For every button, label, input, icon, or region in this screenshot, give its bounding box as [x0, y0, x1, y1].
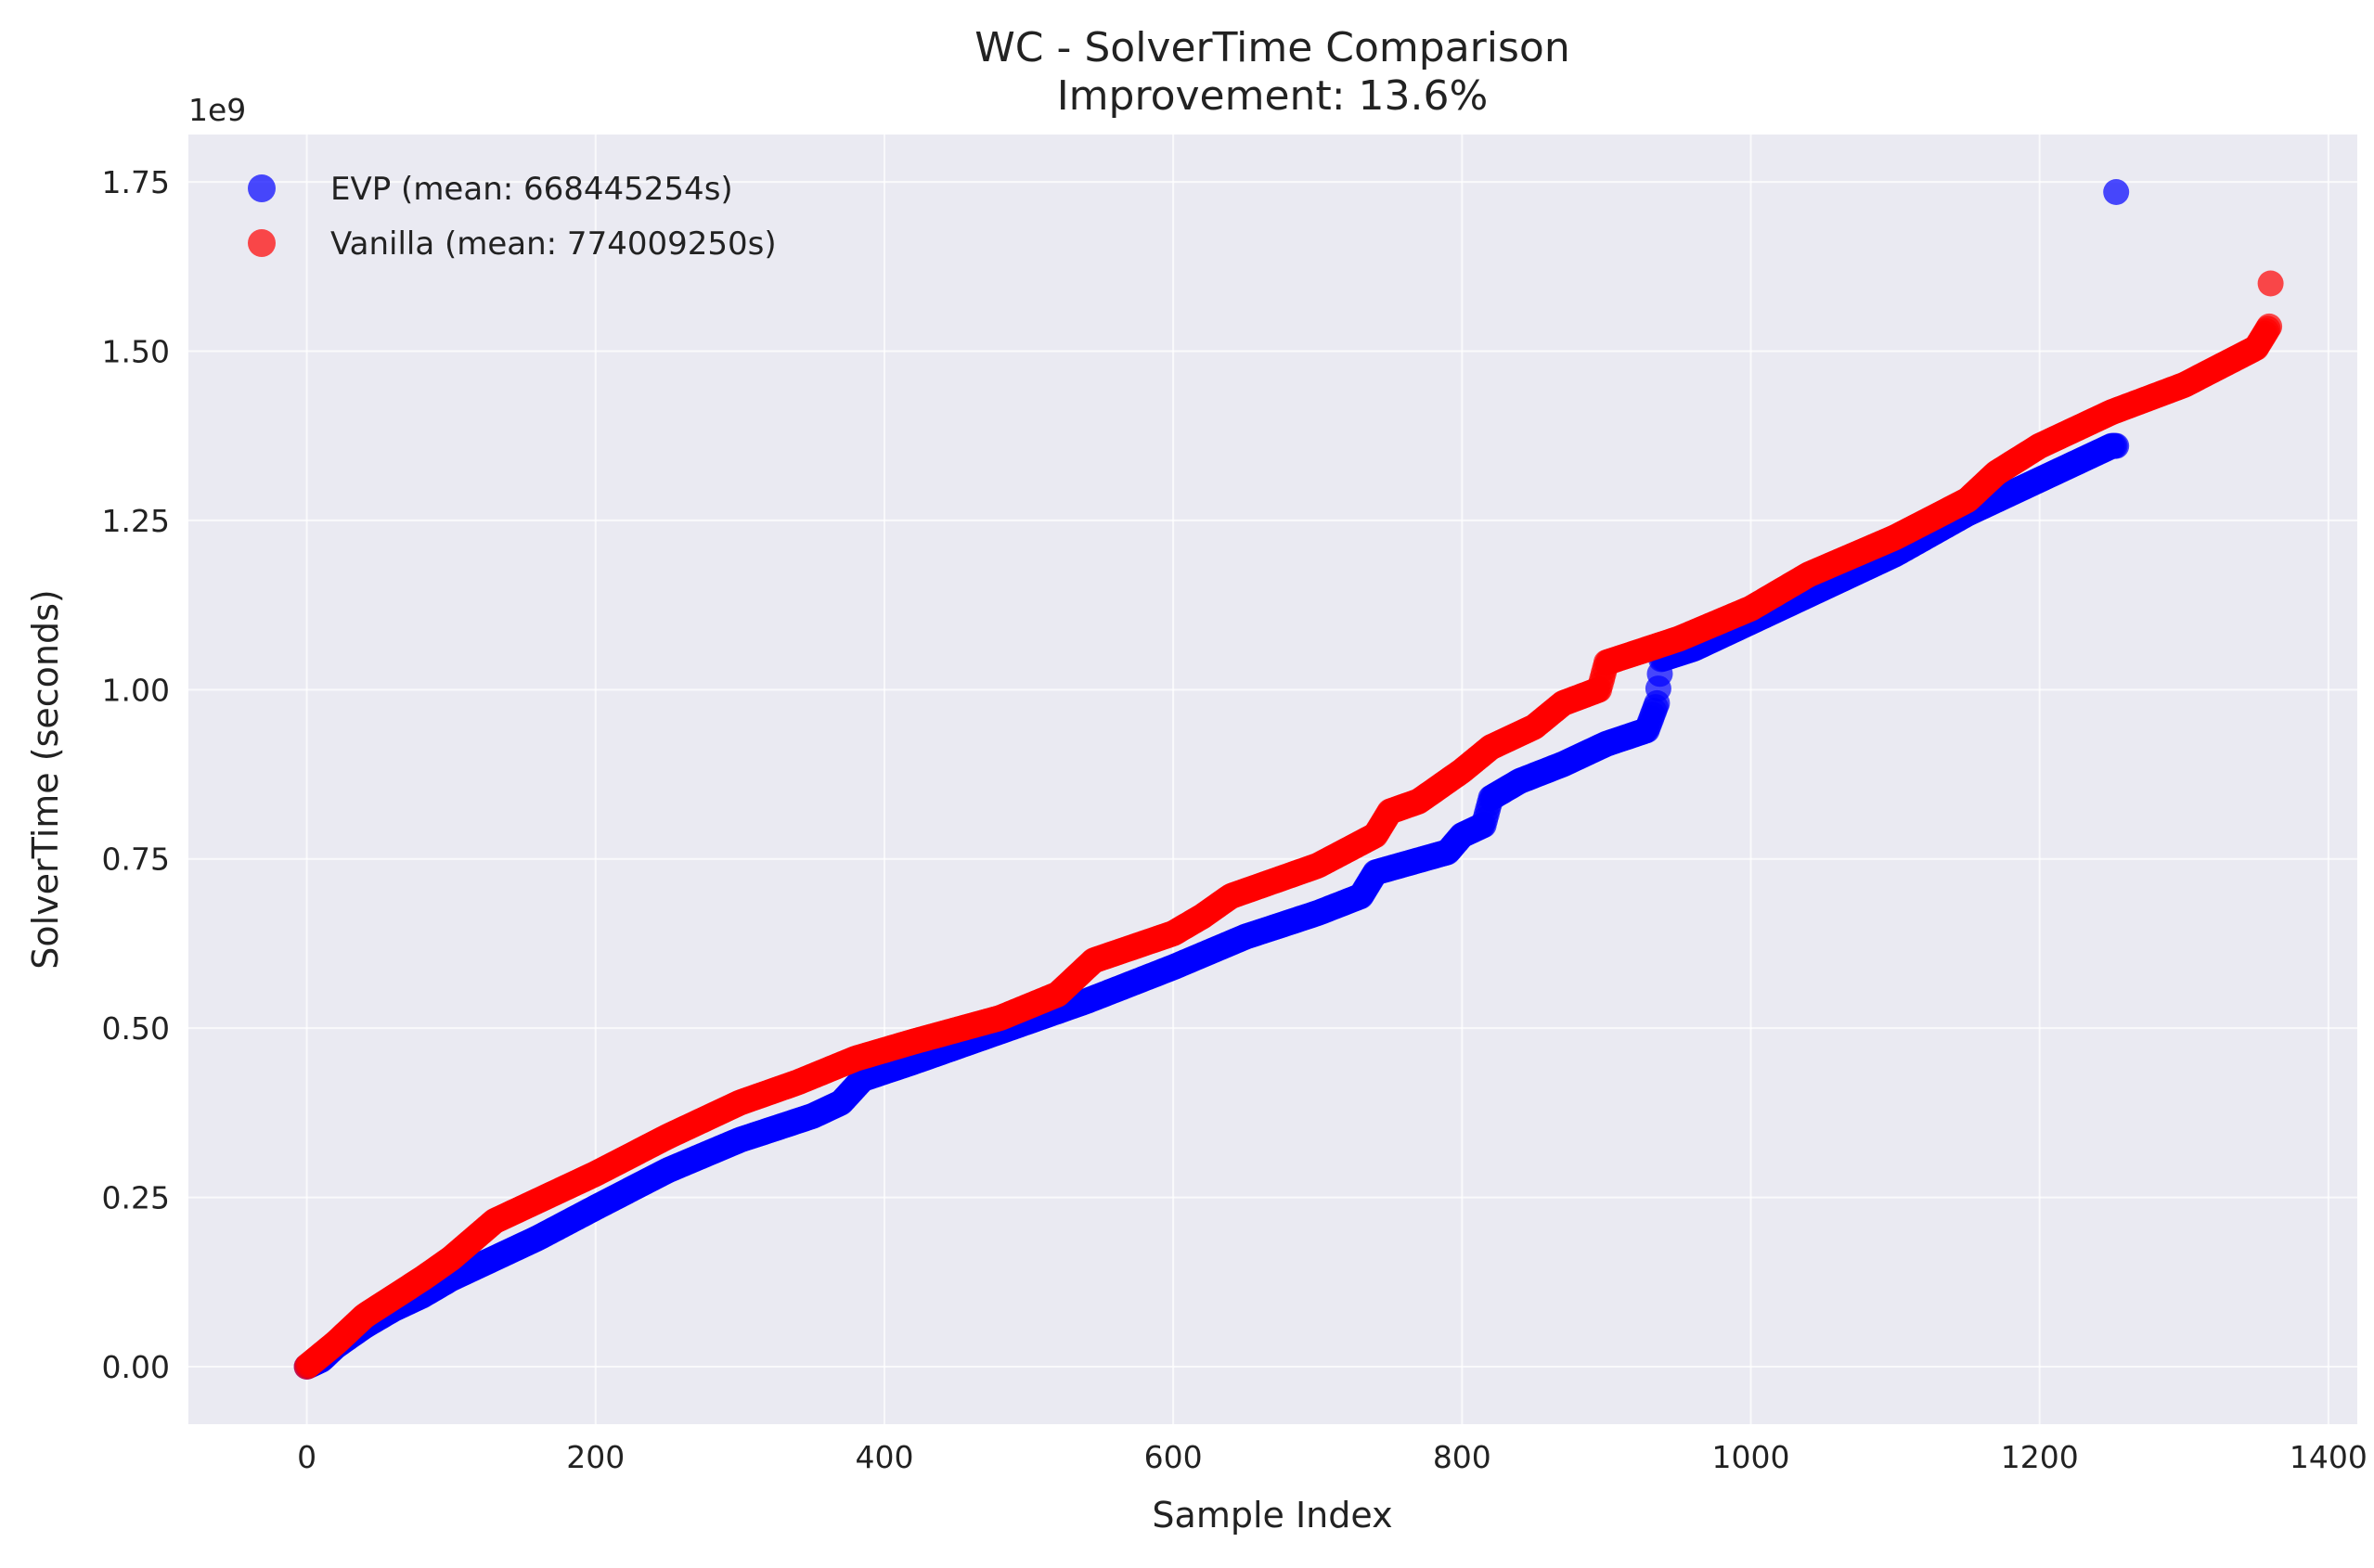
y-tick-label: 1.75	[102, 164, 170, 200]
chart-title: WC - SolverTime Comparison	[974, 24, 1569, 71]
plot-area	[188, 135, 2357, 1424]
legend-marker-evp	[248, 174, 276, 202]
y-tick-label: 1.00	[102, 672, 170, 708]
x-axis-label: Sample Index	[1152, 1495, 1392, 1536]
data-point	[2256, 313, 2283, 340]
y-tick-label: 0.00	[102, 1349, 170, 1385]
y-tick-label: 1.25	[102, 503, 170, 539]
x-tick-label: 800	[1433, 1439, 1491, 1475]
x-tick-label: 1400	[2290, 1439, 2368, 1475]
data-point	[2103, 432, 2130, 459]
x-tick-label: 200	[566, 1439, 625, 1475]
y-offset-label: 1e9	[188, 92, 246, 128]
y-tick-label: 0.75	[102, 842, 170, 878]
data-series	[293, 179, 2284, 1380]
outlier-point	[2103, 179, 2130, 205]
y-tick-label: 0.25	[102, 1180, 170, 1216]
chart-subtitle: Improvement: 13.6%	[1057, 72, 1489, 120]
grid-lines	[188, 135, 2357, 1424]
x-tick-label: 1000	[1712, 1439, 1790, 1475]
outlier-point	[2257, 270, 2284, 297]
legend-label-vanilla: Vanilla (mean: 774009250s)	[330, 225, 777, 263]
y-tick-label: 1.50	[102, 333, 170, 369]
y-axis-label: SolverTime (seconds)	[25, 589, 66, 969]
legend: EVP (mean: 668445254s) Vanilla (mean: 77…	[248, 171, 777, 263]
series-vanilla	[293, 270, 2284, 1380]
y-tick-label: 0.50	[102, 1010, 170, 1047]
x-tick-label: 0	[297, 1439, 316, 1475]
legend-marker-vanilla	[248, 229, 276, 257]
axis-ticks: 0 200 400 600 800 1000 1200 1400 0.00 0.25 0.50 0.7…	[102, 164, 2368, 1475]
x-tick-label: 400	[855, 1439, 913, 1475]
x-tick-label: 600	[1144, 1439, 1203, 1475]
legend-label-evp: EVP (mean: 668445254s)	[330, 171, 733, 208]
x-tick-label: 1200	[2001, 1439, 2079, 1475]
